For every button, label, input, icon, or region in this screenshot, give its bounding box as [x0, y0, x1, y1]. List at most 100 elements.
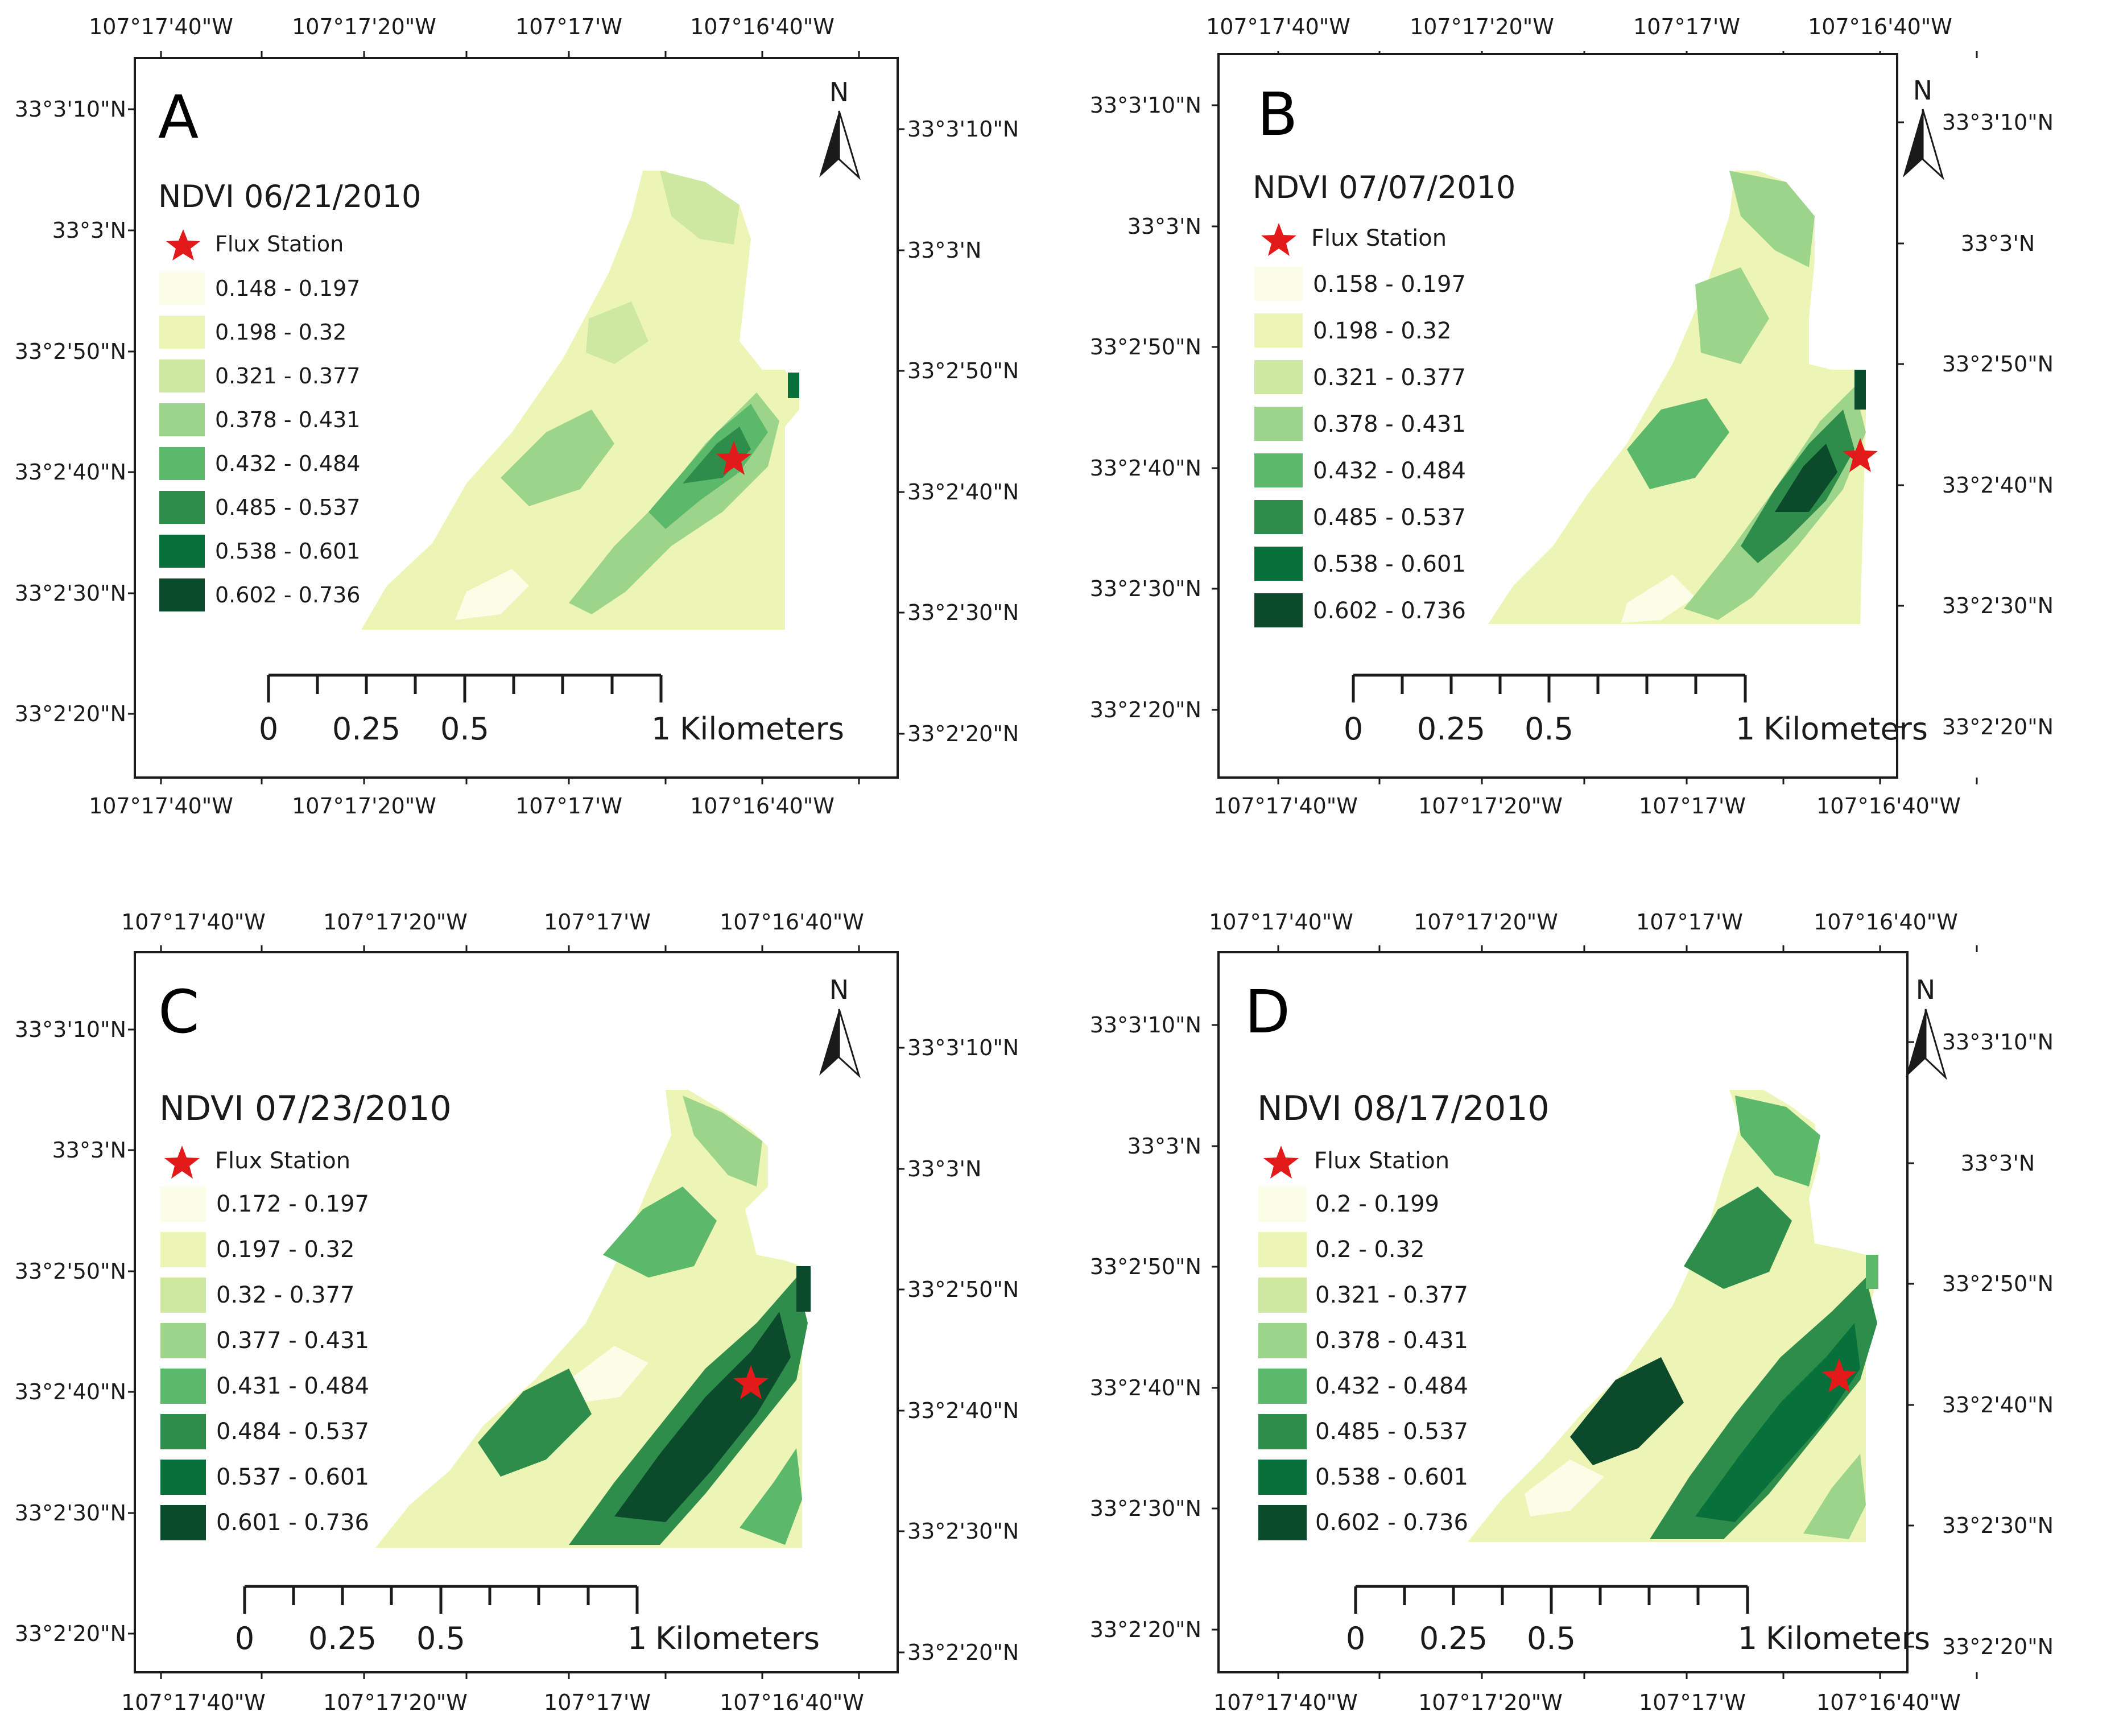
legend-class-3: 0.321 - 0.377 [1313, 365, 1466, 391]
right-lat-label-2: 33°3'N [907, 1156, 981, 1181]
western-vegetation-patch [1627, 398, 1729, 489]
legend-swatch-4 [159, 403, 205, 436]
northern-cover-patch [683, 1096, 762, 1187]
legend-class-6: 0.485 - 0.537 [1313, 505, 1466, 531]
edge-dense-cell [1854, 370, 1866, 410]
top-lon-label-4: 107°16'40"W [1808, 14, 1952, 39]
scale-tick-0: 0 [235, 1621, 254, 1656]
legend-swatch-3 [160, 1278, 206, 1313]
right-lat-label-1: 33°3'10"N [1942, 1030, 2054, 1055]
southern-vegetation-patch [1803, 1454, 1866, 1539]
western-vegetation-patch [1570, 1357, 1684, 1465]
ndvi-raster [1488, 171, 1866, 624]
legend-swatch-1 [1254, 267, 1303, 301]
scale-bar: 0 0.25 0.5 1 Kilometers [235, 1585, 820, 1656]
legend-swatch-6 [159, 491, 205, 524]
right-lat-label-2: 33°3'N [1961, 1151, 2035, 1176]
north-arrow-right-icon [1924, 1008, 1947, 1080]
north-arrow-left-icon [1903, 109, 1923, 177]
legend-class-2: 0.198 - 0.32 [215, 320, 346, 345]
top-longitude-axis: 107°17'40"W 107°17'20"W 107°17'W 107°16'… [89, 14, 860, 58]
scale-tick-025: 0.25 [308, 1621, 377, 1656]
left-latitude-axis: 33°3'10"N 33°3'N 33°2'50"N 33°2'40"N 33°… [15, 97, 135, 726]
right-lat-label-1: 33°3'10"N [907, 117, 1019, 142]
right-lat-label-5: 33°2'30"N [1942, 593, 2054, 618]
scale-tick-025: 0.25 [332, 711, 400, 747]
legend-swatch-6 [1258, 1414, 1307, 1449]
left-lat-label-6: 33°2'20"N [15, 701, 126, 726]
right-lat-label-3: 33°2'50"N [1942, 352, 2054, 377]
scale-tick-1: 1 [1736, 711, 1755, 747]
north-arrow-left-icon [819, 111, 839, 177]
bottom-lon-label-1: 107°17'40"W [1213, 793, 1358, 819]
bottom-lon-label-4: 107°16'40"W [1816, 793, 1961, 819]
legend: NDVI 06/21/2010 Flux Station 0.148 - 0.1… [158, 179, 421, 611]
edge-dense-cell [796, 1266, 811, 1312]
bottom-lon-label-2: 107°17'20"W [1418, 793, 1563, 819]
legend: NDVI 08/17/2010 Flux Station 0.2 - 0.199… [1257, 1089, 1550, 1540]
right-latitude-axis: 33°3'10"N 33°3'N 33°2'50"N 33°2'40"N 33°… [1907, 1030, 2054, 1659]
central-vegetation-patch [603, 1187, 717, 1278]
right-lat-label-2: 33°3'N [907, 238, 981, 263]
legend-class-1: 0.148 - 0.197 [215, 276, 360, 301]
legend-swatch-5 [1254, 453, 1303, 487]
flux-station-star-icon [164, 1146, 200, 1179]
ndvi-raster [1468, 1090, 1878, 1542]
legend-class-1: 0.2 - 0.199 [1315, 1191, 1439, 1217]
north-label: N [829, 77, 849, 108]
legend-swatch-2 [1254, 313, 1303, 348]
legend-swatch-8 [159, 578, 205, 611]
north-arrow-left-icon [819, 1009, 839, 1076]
legend-swatch-1 [160, 1187, 206, 1222]
scale-tick-05: 0.5 [1527, 1621, 1576, 1656]
legend-class-6: 0.485 - 0.537 [215, 495, 360, 520]
left-lat-label-4: 33°2'40"N [15, 1379, 126, 1404]
left-latitude-axis: 33°3'10"N 33°3'N 33°2'50"N 33°2'40"N 33°… [1090, 1012, 1218, 1642]
flux-station-label: Flux Station [1311, 225, 1447, 251]
flux-station-marker [1821, 1358, 1857, 1392]
right-lat-label-1: 33°3'10"N [1942, 110, 2054, 135]
legend-swatch-4 [160, 1323, 206, 1358]
panel-letter: B [1257, 80, 1298, 149]
top-lon-label-2: 107°17'20"W [292, 14, 436, 39]
legend-swatch-4 [1254, 407, 1303, 441]
legend-class-1: 0.172 - 0.197 [216, 1191, 369, 1217]
panel-letter: A [158, 82, 199, 152]
legend-swatch-2 [160, 1232, 206, 1267]
scale-tick-1: 1 [627, 1621, 647, 1656]
left-latitude-axis: 33°3'10"N 33°3'N 33°2'50"N 33°2'40"N 33°… [15, 1017, 135, 1646]
legend-swatch-4 [1258, 1323, 1307, 1358]
left-lat-label-5: 33°2'30"N [15, 581, 126, 606]
scale-tick-1: 1 [1738, 1621, 1757, 1656]
north-arrow-right-icon [1922, 109, 1944, 180]
legend-class-5: 0.432 - 0.484 [215, 451, 360, 476]
legend-class-5: 0.431 - 0.484 [216, 1373, 369, 1399]
left-lat-label-1: 33°3'10"N [15, 97, 126, 122]
bottom-lon-label-3: 107°17'W [515, 793, 622, 819]
legend-class-8: 0.602 - 0.736 [215, 582, 360, 607]
legend-class-6: 0.484 - 0.537 [216, 1419, 369, 1445]
legend-title: NDVI 07/07/2010 [1253, 170, 1515, 205]
sparse-cover-patch [1621, 574, 1695, 623]
scale-bar: 0 0.25 0.5 1 Kilometers [259, 673, 844, 747]
right-lat-label-5: 33°2'30"N [907, 1519, 1019, 1544]
legend-swatch-3 [159, 359, 205, 392]
north-label: N [829, 974, 849, 1005]
top-lon-label-4: 107°16'40"W [690, 14, 835, 39]
left-lat-label-1: 33°3'10"N [15, 1017, 126, 1042]
legend-class-5: 0.432 - 0.484 [1315, 1373, 1468, 1399]
legend-swatch-8 [160, 1505, 206, 1540]
bottom-lon-label-2: 107°17'20"W [292, 793, 436, 819]
legend-class-2: 0.2 - 0.32 [1315, 1237, 1425, 1263]
bottom-lon-label-1: 107°17'40"W [89, 793, 233, 819]
legend-swatch-7 [160, 1460, 206, 1495]
left-lat-label-5: 33°2'30"N [1090, 1496, 1201, 1521]
moderate-cover-patch [586, 301, 648, 364]
central-vegetation-patch [1695, 267, 1769, 364]
right-lat-label-5: 33°2'30"N [1942, 1513, 2054, 1538]
bottom-lon-label-4: 107°16'40"W [1816, 1690, 1961, 1715]
right-lat-label-3: 33°2'50"N [1942, 1271, 2054, 1296]
bottom-lon-label-3: 107°17'W [1639, 1690, 1746, 1715]
scale-tick-05: 0.5 [1525, 711, 1573, 747]
bottom-longitude-axis: 107°17'40"W 107°17'20"W 107°17'W 107°16'… [1213, 778, 1978, 819]
